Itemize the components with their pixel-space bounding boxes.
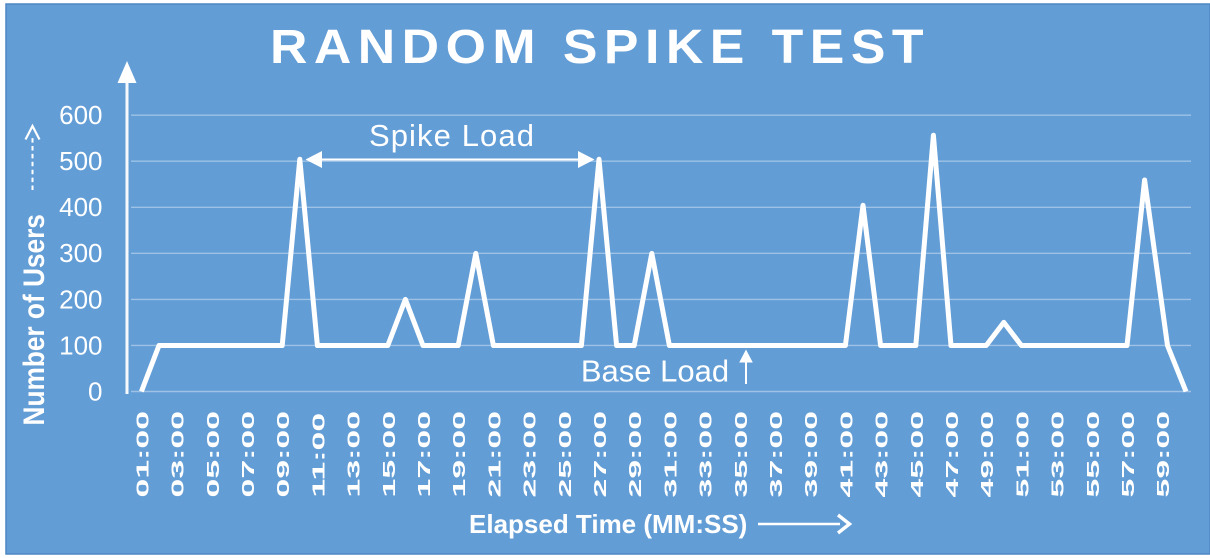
svg-text:Number of Users: Number of Users — [16, 214, 50, 425]
svg-text:600: 600 — [59, 100, 102, 130]
svg-text:33:00: 33:00 — [695, 411, 716, 498]
svg-text:35:00: 35:00 — [730, 411, 751, 498]
svg-text:Elapsed Time (MM:SS): Elapsed Time (MM:SS) — [469, 509, 747, 539]
svg-text:51:00: 51:00 — [1012, 411, 1033, 498]
svg-text:21:00: 21:00 — [484, 411, 505, 498]
svg-text:57:00: 57:00 — [1117, 411, 1138, 498]
svg-text:100: 100 — [59, 330, 102, 360]
svg-text:27:00: 27:00 — [589, 411, 610, 498]
svg-text:43:00: 43:00 — [871, 411, 892, 498]
svg-text:41:00: 41:00 — [836, 411, 857, 498]
svg-text:RANDOM SPIKE TEST: RANDOM SPIKE TEST — [270, 20, 930, 74]
svg-text:200: 200 — [59, 284, 102, 314]
svg-text:09:00: 09:00 — [273, 411, 294, 498]
svg-text:19:00: 19:00 — [449, 411, 470, 498]
svg-text:11:00: 11:00 — [308, 413, 329, 498]
svg-text:300: 300 — [59, 238, 102, 268]
svg-text:47:00: 47:00 — [941, 411, 962, 498]
svg-text:53:00: 53:00 — [1047, 411, 1068, 498]
svg-text:500: 500 — [59, 146, 102, 176]
svg-text:59:00: 59:00 — [1153, 411, 1174, 498]
svg-text:23:00: 23:00 — [519, 411, 540, 498]
svg-text:05:00: 05:00 — [202, 411, 223, 498]
svg-text:400: 400 — [59, 192, 102, 222]
svg-text:45:00: 45:00 — [906, 411, 927, 498]
svg-text:03:00: 03:00 — [167, 411, 188, 498]
svg-text:15:00: 15:00 — [378, 411, 399, 498]
svg-text:Base Load: Base Load — [581, 354, 729, 389]
svg-text:17:00: 17:00 — [413, 411, 434, 498]
svg-text:31:00: 31:00 — [660, 411, 681, 498]
svg-text:49:00: 49:00 — [977, 411, 998, 498]
svg-text:0: 0 — [88, 376, 102, 406]
svg-text:25:00: 25:00 — [554, 411, 575, 498]
svg-text:55:00: 55:00 — [1082, 411, 1103, 498]
svg-text:29:00: 29:00 — [625, 411, 646, 498]
svg-text:Spike Load: Spike Load — [369, 118, 535, 153]
svg-text:01:00: 01:00 — [132, 411, 153, 498]
svg-text:39:00: 39:00 — [801, 411, 822, 498]
svg-text:37:00: 37:00 — [765, 411, 786, 498]
svg-text:13:00: 13:00 — [343, 411, 364, 498]
svg-text:07:00: 07:00 — [237, 411, 258, 498]
